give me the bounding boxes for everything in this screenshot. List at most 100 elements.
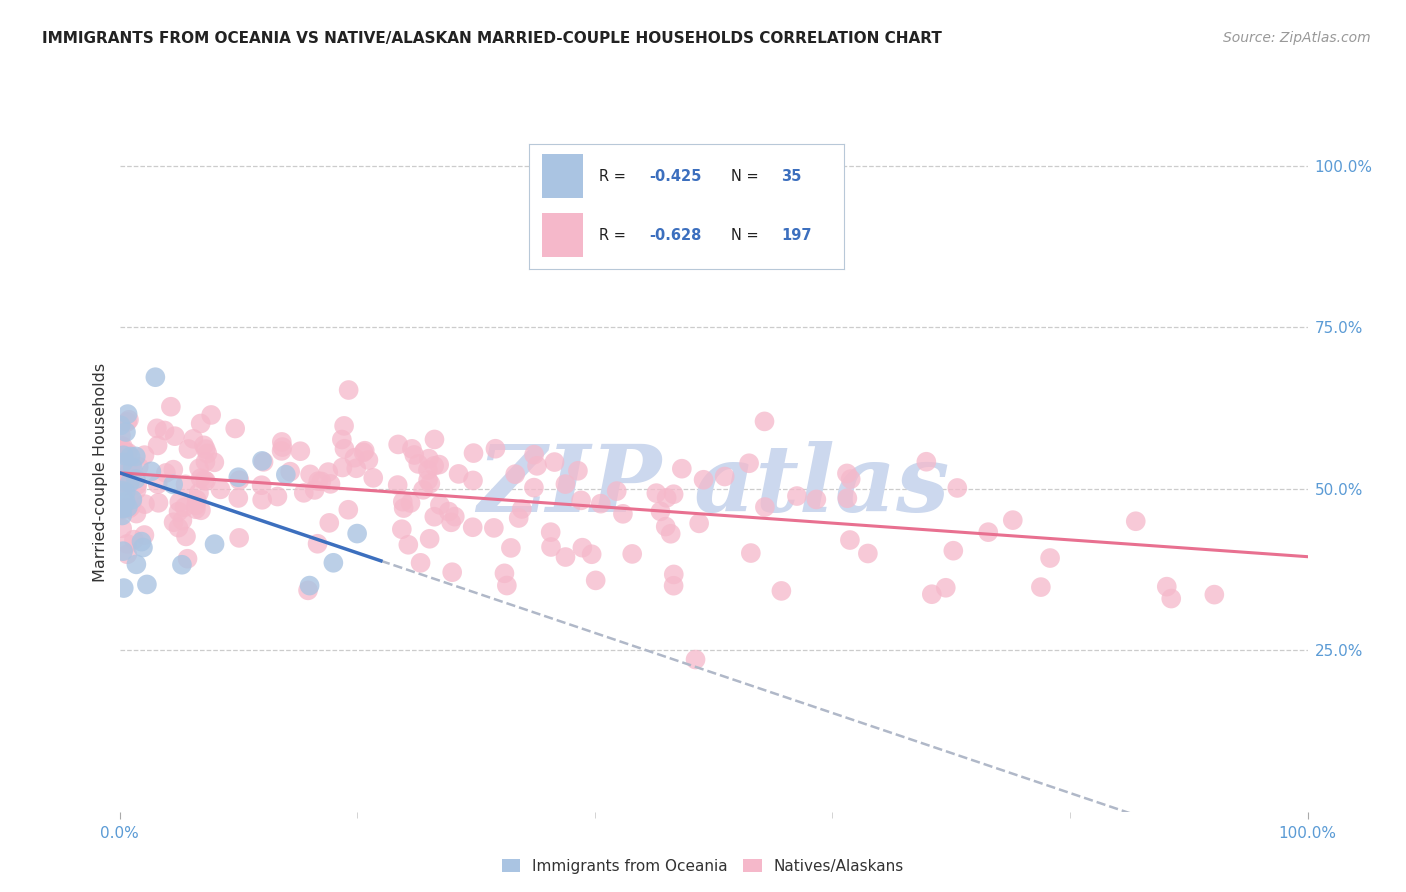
Point (419, 476, 441, 491)
Point (423, 509, 446, 524)
Point (117, 464, 139, 478)
Point (114, 447, 136, 461)
Point (1125, 514, 1147, 528)
Point (921, 587, 943, 601)
Point (167, 505, 190, 519)
Point (770, 583, 793, 598)
Point (1160, 591, 1182, 606)
Point (655, 491, 678, 505)
Point (194, 474, 217, 488)
Point (194, 455, 217, 469)
Point (226, 491, 249, 505)
Point (146, 438, 169, 452)
Point (1039, 551, 1062, 566)
Point (404, 448, 426, 462)
Point (153, 424, 176, 438)
Point (121, 460, 143, 475)
Point (495, 578, 517, 592)
Point (392, 501, 415, 516)
Point (304, 483, 326, 497)
Point (443, 509, 465, 524)
Point (838, 533, 860, 547)
Point (463, 446, 485, 460)
Point (337, 383, 360, 397)
Point (111, 508, 134, 523)
Point (228, 531, 250, 545)
Point (190, 471, 212, 485)
Point (1029, 580, 1052, 594)
Point (209, 483, 232, 497)
Point (146, 421, 169, 435)
Point (195, 446, 218, 460)
Point (115, 445, 138, 459)
Point (396, 538, 419, 552)
Legend: Immigrants from Oceania, Natives/Alaskans: Immigrants from Oceania, Natives/Alaskan… (496, 853, 910, 880)
Point (250, 454, 273, 468)
Point (190, 417, 212, 431)
Point (172, 513, 194, 527)
Point (228, 473, 250, 487)
Point (204, 537, 226, 551)
Point (942, 543, 965, 558)
Point (125, 558, 148, 572)
Point (184, 502, 207, 516)
Point (343, 450, 366, 465)
Point (645, 486, 668, 500)
Point (177, 442, 200, 456)
Point (837, 491, 859, 506)
Point (134, 497, 156, 511)
Point (1001, 513, 1024, 527)
Point (713, 469, 735, 483)
Point (115, 415, 138, 429)
Point (111, 439, 134, 453)
Point (915, 455, 938, 469)
Point (114, 475, 136, 490)
Point (662, 487, 685, 501)
Point (121, 492, 143, 507)
Point (292, 486, 315, 500)
Point (167, 520, 190, 534)
Point (688, 516, 710, 531)
Point (508, 511, 530, 525)
Point (134, 528, 156, 542)
Point (412, 483, 434, 497)
Point (654, 519, 676, 533)
Point (418, 451, 440, 466)
Point (589, 497, 612, 511)
Point (271, 440, 294, 454)
Point (606, 484, 628, 499)
Point (112, 474, 135, 488)
Point (170, 558, 193, 572)
Text: IMMIGRANTS FROM OCEANIA VS NATIVE/ALASKAN MARRIED-COUPLE HOUSEHOLDS CORRELATION : IMMIGRANTS FROM OCEANIA VS NATIVE/ALASKA… (42, 31, 942, 46)
Point (184, 499, 207, 513)
Point (112, 448, 135, 462)
Point (181, 432, 204, 446)
Point (114, 494, 136, 508)
Point (224, 421, 246, 435)
Point (278, 465, 301, 479)
Point (612, 507, 634, 521)
Point (193, 438, 215, 452)
Point (569, 493, 592, 508)
Point (141, 464, 163, 478)
Point (162, 463, 184, 477)
Point (662, 567, 685, 582)
Point (419, 532, 441, 546)
Point (353, 445, 375, 459)
Point (186, 492, 208, 507)
Point (353, 443, 375, 458)
Point (659, 526, 682, 541)
Point (155, 466, 177, 480)
Y-axis label: Married-couple Households: Married-couple Households (93, 363, 108, 582)
Point (416, 473, 439, 487)
Point (174, 529, 197, 543)
Point (357, 453, 380, 467)
Point (333, 418, 356, 433)
Point (499, 541, 522, 555)
Point (835, 467, 858, 481)
Point (585, 574, 607, 588)
Point (692, 473, 714, 487)
Point (318, 516, 340, 530)
Point (110, 418, 132, 433)
Point (650, 504, 672, 518)
